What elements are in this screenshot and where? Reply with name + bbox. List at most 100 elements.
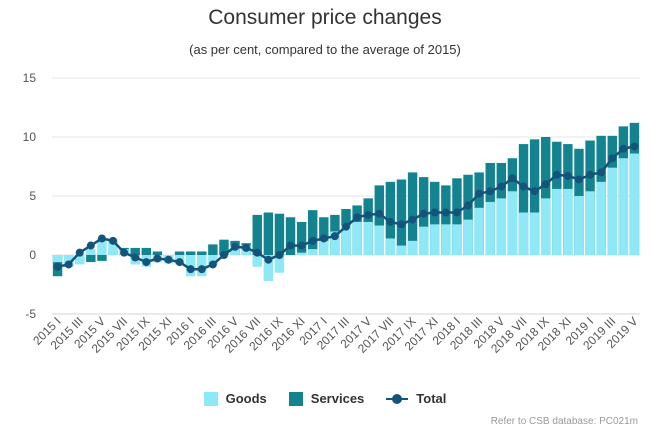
goods-bar [108,239,118,255]
total-point [530,187,539,196]
services-bar [430,181,440,255]
total-point [86,241,95,250]
services-bar [130,247,140,255]
chart-title: Consumer price changes [208,6,442,29]
total-point [486,187,495,196]
total-point [630,142,639,151]
goods-bar [552,188,562,255]
chart-subtitle: (as per cent, compared to the average of… [189,42,461,57]
goods-bar [274,255,285,273]
total-point [397,220,406,229]
total-point [175,258,184,267]
chart-legend: Goods Services Total [0,391,650,406]
total-point [308,236,317,245]
goods-bar [341,225,351,255]
total-point [342,222,350,231]
total-point [286,241,295,250]
legend-goods-swatch [203,391,218,406]
total-point [75,248,84,257]
goods-bar [596,181,606,255]
total-point [597,168,606,177]
services-bar [252,214,262,255]
legend-total-label: Total [416,391,447,406]
services-bar [86,255,96,263]
total-point [497,182,506,191]
y-tick-label: -5 [25,307,36,321]
total-point [164,255,173,264]
total-point [452,208,461,217]
goods-bar [607,167,617,255]
goods-bar [385,238,396,255]
total-point [574,175,583,184]
legend-services-swatch [288,391,303,406]
services-bar [263,212,274,255]
goods-bar [86,249,96,255]
total-point [64,260,73,269]
services-bar [285,217,296,255]
goods-bar [463,219,473,255]
goods-bar [296,252,307,255]
goods-bar [396,245,407,255]
goods-bar [352,221,362,255]
goods-bar [374,225,384,255]
services-bar [185,251,196,255]
goods-bar [430,224,440,255]
legend-item-goods[interactable]: Goods [203,391,267,406]
goods-bar [407,240,418,255]
goods-bar [474,207,484,255]
total-point [109,236,118,245]
goods-bar [363,221,373,255]
services-bar [441,185,451,255]
goods-bar [574,196,584,255]
goods-bar [208,255,218,265]
y-tick-label: 5 [29,189,36,203]
legend-item-total[interactable]: Total [386,391,446,406]
goods-bar [52,255,63,263]
goods-bar [418,226,429,255]
goods-bar [529,212,540,255]
goods-bar [97,238,107,255]
total-point [364,210,373,219]
goods-bar [485,201,495,255]
total-point [120,248,129,257]
services-bar [452,178,462,255]
services-bar [308,210,318,255]
y-tick-label: 0 [29,248,36,262]
total-point [53,262,62,271]
goods-bar [308,249,318,255]
total-point [386,217,395,226]
legend-total-marker [386,393,409,404]
total-point [519,182,528,191]
goods-bar [518,212,529,255]
goods-bar [540,198,551,255]
total-point [142,258,151,267]
total-point [231,242,240,251]
goods-bar [330,231,340,255]
credits-link[interactable]: Refer to CSB database: PC021m [490,416,638,427]
total-point [264,255,273,264]
total-point [475,189,484,198]
services-bar [197,251,207,255]
total-point [253,248,262,257]
total-point [353,213,362,222]
services-bar [97,255,107,261]
services-bar [396,179,407,255]
total-point [552,170,561,179]
total-point [375,209,384,218]
legend-item-services[interactable]: Services [288,391,365,406]
goods-bar [585,191,595,255]
total-point [297,241,306,250]
y-tick-label: 15 [23,71,37,85]
goods-bar [319,240,329,255]
total-point [563,171,572,180]
total-point [541,180,550,189]
services-bar [374,185,384,255]
goods-bar [507,191,518,255]
total-point [186,265,195,274]
goods-bar [629,153,640,255]
goods-bar [75,255,85,265]
legend-services-label: Services [310,391,365,406]
services-bar [407,172,418,255]
total-point [319,234,328,243]
